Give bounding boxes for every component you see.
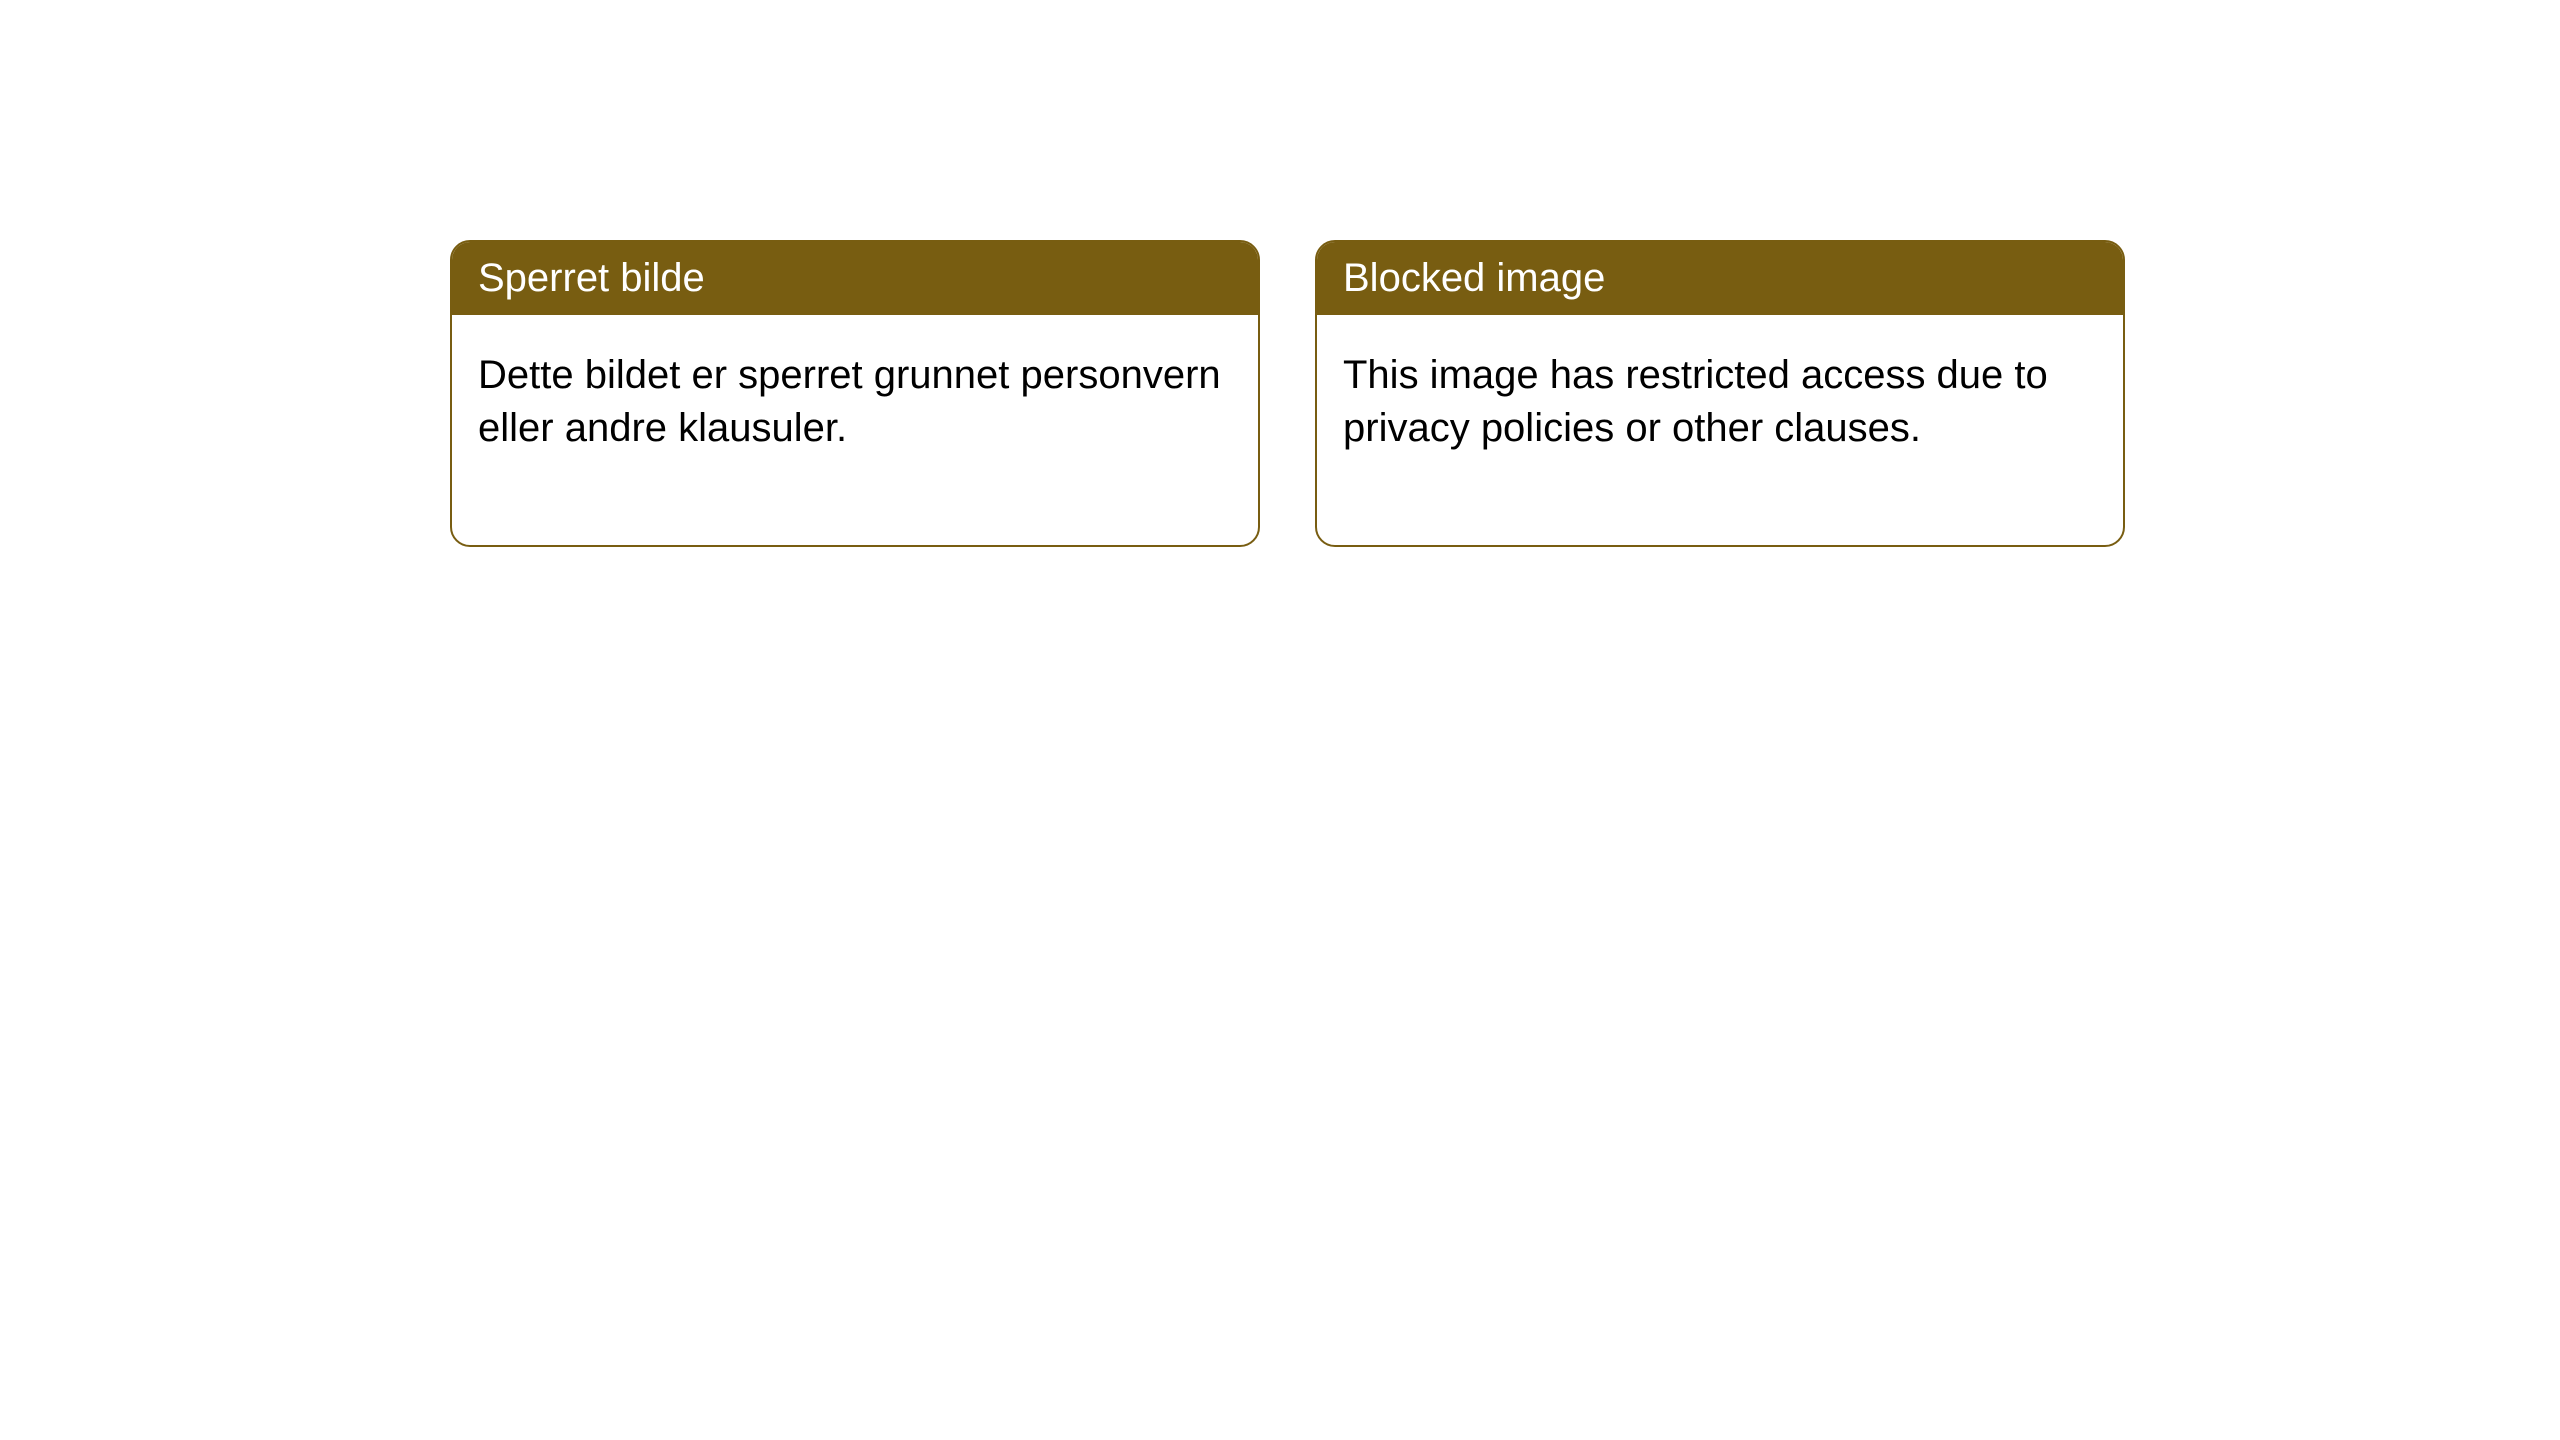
notice-card-container: Sperret bilde Dette bildet er sperret gr… <box>450 240 2125 547</box>
card-header: Blocked image <box>1317 242 2123 315</box>
card-title: Sperret bilde <box>478 256 705 300</box>
card-body: Dette bildet er sperret grunnet personve… <box>452 315 1258 545</box>
notice-card-english: Blocked image This image has restricted … <box>1315 240 2125 547</box>
card-body-text: Dette bildet er sperret grunnet personve… <box>478 353 1221 450</box>
card-body-text: This image has restricted access due to … <box>1343 353 2048 450</box>
card-title: Blocked image <box>1343 256 1605 300</box>
card-header: Sperret bilde <box>452 242 1258 315</box>
card-body: This image has restricted access due to … <box>1317 315 2123 545</box>
notice-card-norwegian: Sperret bilde Dette bildet er sperret gr… <box>450 240 1260 547</box>
